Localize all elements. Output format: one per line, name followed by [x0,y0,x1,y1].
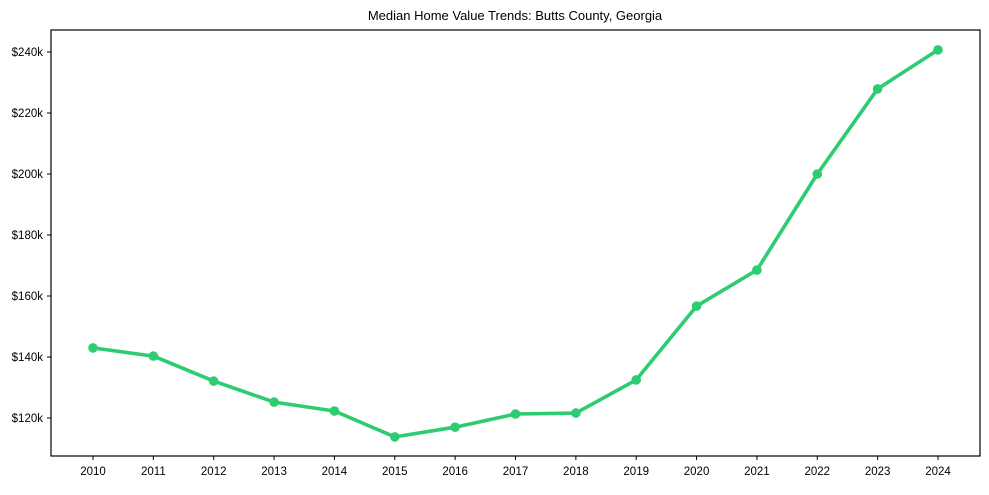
data-point-marker [390,432,400,442]
series-line [91,48,940,439]
data-point-marker [450,422,460,433]
y-tick-label: $200k [12,169,44,181]
x-tick-label: 2011 [141,466,166,478]
x-axis: 2010 2011 2012 2013 2014 2015 2016 2017 2018 2019… [80,456,951,478]
data-point-marker [148,351,159,361]
y-tick-label: $180k [12,230,44,242]
x-tick-label: 2019 [623,466,649,478]
data-point-marker [329,406,340,416]
data-point-marker [571,408,581,418]
y-tick-label: $160k [12,291,44,303]
x-tick-label: 2010 [80,466,106,478]
series-layer [88,45,943,442]
x-tick-label: 2013 [261,466,287,478]
data-point-marker [872,84,883,94]
data-point-marker [269,397,279,407]
x-tick-label: 2021 [744,466,770,478]
data-point-marker [933,45,943,55]
y-tick-label: $120k [12,413,44,425]
data-point-marker [631,375,641,385]
x-tick-label: 2018 [563,466,589,478]
y-axis: $120k $140k $160k $180k $200k $220k $240k [12,47,51,425]
data-point-marker [752,265,762,275]
x-tick-label: 2017 [503,466,529,478]
y-tick-label: $220k [12,108,44,120]
x-tick-label: 2024 [925,466,951,478]
x-tick-label: 2016 [442,466,468,478]
x-tick-label: 2015 [382,466,408,478]
data-point-marker [812,169,823,179]
y-tick-label: $140k [12,352,44,364]
data-point-marker [208,376,219,386]
data-point-marker [691,301,702,311]
data-point-marker [88,343,98,353]
plot-frame [50,29,981,457]
x-tick-label: 2020 [684,466,710,478]
x-tick-label: 2023 [865,466,891,478]
x-tick-label: 2014 [322,466,348,478]
x-tick-label: 2012 [201,466,227,478]
x-tick-label: 2022 [804,466,830,478]
data-point-marker [510,409,521,419]
y-tick-label: $240k [12,47,44,59]
chart-title: Median Home Value Trends: Butts County, … [368,8,663,23]
